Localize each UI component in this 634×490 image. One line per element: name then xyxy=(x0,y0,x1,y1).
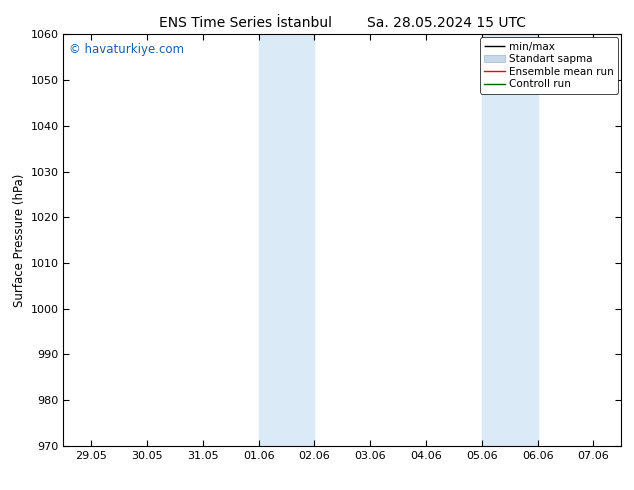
Y-axis label: Surface Pressure (hPa): Surface Pressure (hPa) xyxy=(13,173,26,307)
Title: ENS Time Series İstanbul        Sa. 28.05.2024 15 UTC: ENS Time Series İstanbul Sa. 28.05.2024 … xyxy=(159,16,526,30)
Legend: min/max, Standart sapma, Ensemble mean run, Controll run: min/max, Standart sapma, Ensemble mean r… xyxy=(480,37,618,94)
Bar xyxy=(259,34,314,446)
Bar xyxy=(482,34,538,446)
Text: © havaturkiye.com: © havaturkiye.com xyxy=(69,43,184,55)
